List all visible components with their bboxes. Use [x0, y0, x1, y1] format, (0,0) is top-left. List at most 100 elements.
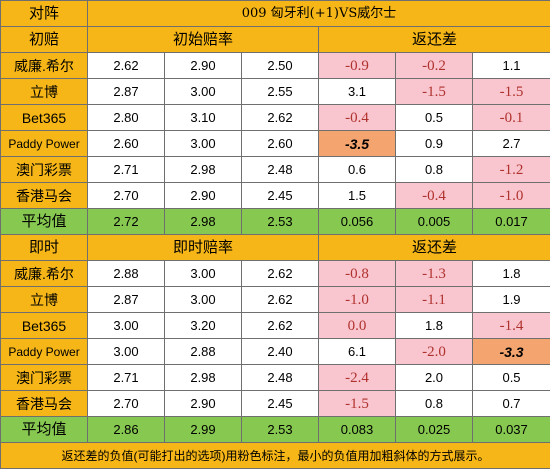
return-diff-negative-cell: -0.1 — [473, 105, 550, 131]
return-diff-negative-cell: -1.0 — [319, 287, 396, 313]
average-label: 平均值 — [1, 209, 88, 235]
return-diff-cell: 0.6 — [319, 157, 396, 183]
match-title: 009 匈牙利(+1)VS威尔士 — [88, 1, 550, 27]
return-diff-cell: 2.0 — [396, 365, 473, 391]
return-diff-cell: 1.8 — [396, 313, 473, 339]
return-diff-negative-cell: -1.2 — [473, 157, 550, 183]
bookmaker-name: 香港马会 — [1, 183, 88, 209]
return-diff-negative-cell: -1.5 — [319, 391, 396, 417]
odds-cell: 2.45 — [242, 183, 319, 209]
odds-cell: 3.00 — [88, 313, 165, 339]
return-diff-cell: 1.1 — [473, 53, 550, 79]
odds-cell: 2.87 — [88, 79, 165, 105]
odds-cell: 3.20 — [165, 313, 242, 339]
odds-cell: 2.40 — [242, 339, 319, 365]
odds-cell: 2.48 — [242, 157, 319, 183]
return-diff-negative-cell: -1.5 — [396, 79, 473, 105]
average-return-diff-cell: 0.017 — [473, 209, 550, 235]
odds-cell: 2.90 — [165, 183, 242, 209]
odds-cell: 2.62 — [88, 53, 165, 79]
bookmaker-name: 立博 — [1, 287, 88, 313]
odds-cell: 2.62 — [242, 261, 319, 287]
bookmaker-name: Paddy Power — [1, 339, 88, 365]
odds-cell: 3.00 — [165, 287, 242, 313]
odds-header: 即时赔率 — [88, 235, 319, 261]
odds-cell: 2.80 — [88, 105, 165, 131]
bookmaker-name: Bet365 — [1, 313, 88, 339]
return-diff-cell: 0.7 — [473, 391, 550, 417]
return-diff-negative-cell: -1.5 — [473, 79, 550, 105]
return-diff-cell: 0.9 — [396, 131, 473, 157]
odds-cell: 2.90 — [165, 53, 242, 79]
average-return-diff-cell: 0.037 — [473, 417, 550, 443]
odds-cell: 2.71 — [88, 157, 165, 183]
odds-cell: 2.71 — [88, 365, 165, 391]
odds-cell: 3.00 — [88, 339, 165, 365]
return-diff-cell: 0.8 — [396, 157, 473, 183]
odds-cell: 2.88 — [88, 261, 165, 287]
return-diff-negative-cell: -1.3 — [396, 261, 473, 287]
odds-cell: 3.00 — [165, 131, 242, 157]
odds-cell: 2.98 — [165, 365, 242, 391]
odds-cell: 2.60 — [242, 131, 319, 157]
bookmaker-name: 立博 — [1, 79, 88, 105]
return-diff-cell: 3.1 — [319, 79, 396, 105]
return-diff-negative-cell: -0.9 — [319, 53, 396, 79]
bookmaker-name: 澳门彩票 — [1, 365, 88, 391]
odds-cell: 2.70 — [88, 391, 165, 417]
section-header-row: 初赔初始赔率返还差 — [1, 27, 550, 53]
average-return-diff-cell: 0.025 — [396, 417, 473, 443]
return-diff-cell: 0.8 — [396, 391, 473, 417]
bookmaker-name: 威廉.希尔 — [1, 261, 88, 287]
average-label: 平均值 — [1, 417, 88, 443]
return-diff-negative-cell: -2.0 — [396, 339, 473, 365]
bookmaker-name: 威廉.希尔 — [1, 53, 88, 79]
return-diff-cell: 0.5 — [396, 105, 473, 131]
odds-cell: 2.90 — [165, 391, 242, 417]
average-return-diff-cell: 0.056 — [319, 209, 396, 235]
odds-cell: 2.50 — [242, 53, 319, 79]
average-odds-cell: 2.72 — [88, 209, 165, 235]
average-odds-cell: 2.98 — [165, 209, 242, 235]
return-diff-negative-cell: -0.4 — [319, 105, 396, 131]
return-diff-minimum-cell: -3.5 — [319, 131, 396, 157]
average-return-diff-cell: 0.083 — [319, 417, 396, 443]
odds-cell: 2.55 — [242, 79, 319, 105]
bookmaker-name: 香港马会 — [1, 391, 88, 417]
bookmaker-name: Paddy Power — [1, 131, 88, 157]
return-diff-negative-cell: -2.4 — [319, 365, 396, 391]
odds-cell: 2.62 — [242, 105, 319, 131]
return-diff-cell: 1.9 — [473, 287, 550, 313]
return-diff-cell: 2.7 — [473, 131, 550, 157]
average-odds-cell: 2.53 — [242, 417, 319, 443]
return-diff-header: 返还差 — [319, 235, 550, 261]
average-odds-cell: 2.99 — [165, 417, 242, 443]
average-odds-cell: 2.53 — [242, 209, 319, 235]
bookmaker-name: 澳门彩票 — [1, 157, 88, 183]
corner-label: 对阵 — [1, 1, 88, 27]
return-diff-negative-cell: -1.1 — [396, 287, 473, 313]
bookmaker-name: Bet365 — [1, 105, 88, 131]
odds-cell: 2.62 — [242, 287, 319, 313]
odds-cell: 2.88 — [165, 339, 242, 365]
section-label: 初赔 — [1, 27, 88, 53]
odds-cell: 2.48 — [242, 365, 319, 391]
odds-cell: 2.70 — [88, 183, 165, 209]
return-diff-minimum-cell: -3.3 — [473, 339, 550, 365]
return-diff-cell: 1.5 — [319, 183, 396, 209]
section-label: 即时 — [1, 235, 88, 261]
return-diff-negative-cell: -0.8 — [319, 261, 396, 287]
odds-cell: 2.62 — [242, 313, 319, 339]
return-diff-cell: 6.1 — [319, 339, 396, 365]
